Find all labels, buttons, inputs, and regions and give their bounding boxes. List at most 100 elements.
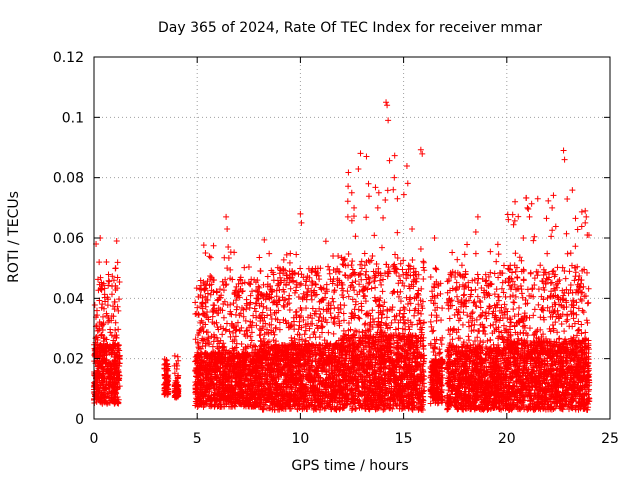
- data-point: [161, 391, 168, 398]
- data-point: [113, 334, 120, 341]
- data-point: [210, 308, 217, 315]
- data-point: [102, 346, 109, 353]
- data-point: [114, 346, 121, 353]
- data-point: [106, 367, 113, 374]
- data-point: [378, 281, 385, 288]
- data-point: [417, 246, 424, 253]
- data-point: [286, 259, 293, 266]
- data-point: [306, 334, 313, 341]
- data-point: [108, 351, 115, 358]
- data-point: [114, 274, 121, 281]
- data-point: [114, 259, 121, 266]
- data-point: [348, 189, 355, 196]
- data-point: [210, 302, 217, 309]
- data-point: [244, 302, 251, 309]
- data-point: [163, 366, 170, 373]
- data-point: [113, 352, 120, 359]
- data-point: [379, 288, 386, 295]
- data-point: [100, 371, 107, 378]
- data-point: [101, 387, 108, 394]
- data-point: [174, 353, 181, 360]
- data-point: [98, 331, 105, 338]
- data-point: [115, 372, 122, 379]
- data-point: [95, 374, 102, 381]
- data-point: [345, 251, 352, 258]
- data-point: [232, 333, 239, 340]
- data-point: [204, 290, 211, 297]
- data-point: [392, 251, 399, 258]
- data-point: [363, 268, 370, 275]
- data-point: [116, 296, 123, 303]
- data-point: [281, 304, 288, 311]
- data-point: [344, 198, 351, 205]
- data-point: [102, 391, 109, 398]
- data-point: [395, 325, 402, 332]
- data-point: [253, 322, 260, 329]
- data-point: [352, 278, 359, 285]
- data-point: [99, 400, 106, 407]
- data-point: [111, 298, 118, 305]
- data-point: [241, 279, 248, 286]
- data-point: [204, 329, 211, 336]
- data-point: [196, 285, 203, 292]
- data-point: [101, 348, 108, 355]
- data-point: [94, 385, 101, 392]
- data-point: [351, 287, 358, 294]
- data-point: [355, 165, 362, 172]
- data-point: [206, 253, 213, 260]
- data-point: [106, 373, 113, 380]
- data-point: [257, 267, 264, 274]
- data-point: [256, 326, 263, 333]
- data-point: [293, 251, 300, 258]
- data-point: [266, 250, 273, 257]
- data-point: [292, 309, 299, 316]
- data-point: [288, 334, 295, 341]
- data-point: [108, 291, 115, 298]
- data-point: [96, 325, 103, 332]
- data-point: [210, 242, 217, 249]
- data-point: [98, 342, 105, 349]
- data-point: [171, 370, 178, 377]
- data-point: [369, 307, 376, 314]
- data-point: [111, 394, 118, 401]
- data-point: [234, 303, 241, 310]
- data-point: [378, 244, 385, 251]
- data-point: [102, 359, 109, 366]
- data-point: [114, 303, 121, 310]
- data-point: [420, 264, 427, 271]
- data-point: [247, 299, 254, 306]
- data-point: [114, 341, 121, 348]
- data-point: [400, 191, 407, 198]
- data-point: [108, 363, 115, 370]
- data-point: [194, 304, 201, 311]
- data-point: [111, 374, 118, 381]
- data-point: [105, 314, 112, 321]
- data-point: [309, 320, 316, 327]
- data-point: [317, 310, 324, 317]
- data-point: [110, 398, 117, 405]
- data-point: [173, 366, 180, 373]
- data-point: [98, 395, 105, 402]
- data-point: [115, 326, 122, 333]
- data-point: [110, 277, 117, 284]
- data-point: [97, 343, 104, 350]
- data-point: [313, 322, 320, 329]
- data-point: [249, 288, 256, 295]
- data-point: [202, 249, 209, 256]
- data-point: [163, 379, 170, 386]
- data-point: [110, 337, 117, 344]
- data-point: [115, 307, 122, 314]
- data-point: [106, 395, 113, 402]
- data-point: [91, 351, 98, 358]
- data-point: [363, 214, 370, 221]
- data-point: [100, 320, 107, 327]
- data-point: [331, 314, 338, 321]
- data-point: [243, 306, 250, 313]
- data-point: [228, 311, 235, 318]
- data-point: [213, 289, 220, 296]
- data-point: [326, 270, 333, 277]
- data-point: [404, 180, 411, 187]
- data-point: [171, 352, 178, 359]
- data-point: [290, 278, 297, 285]
- data-point: [91, 345, 98, 352]
